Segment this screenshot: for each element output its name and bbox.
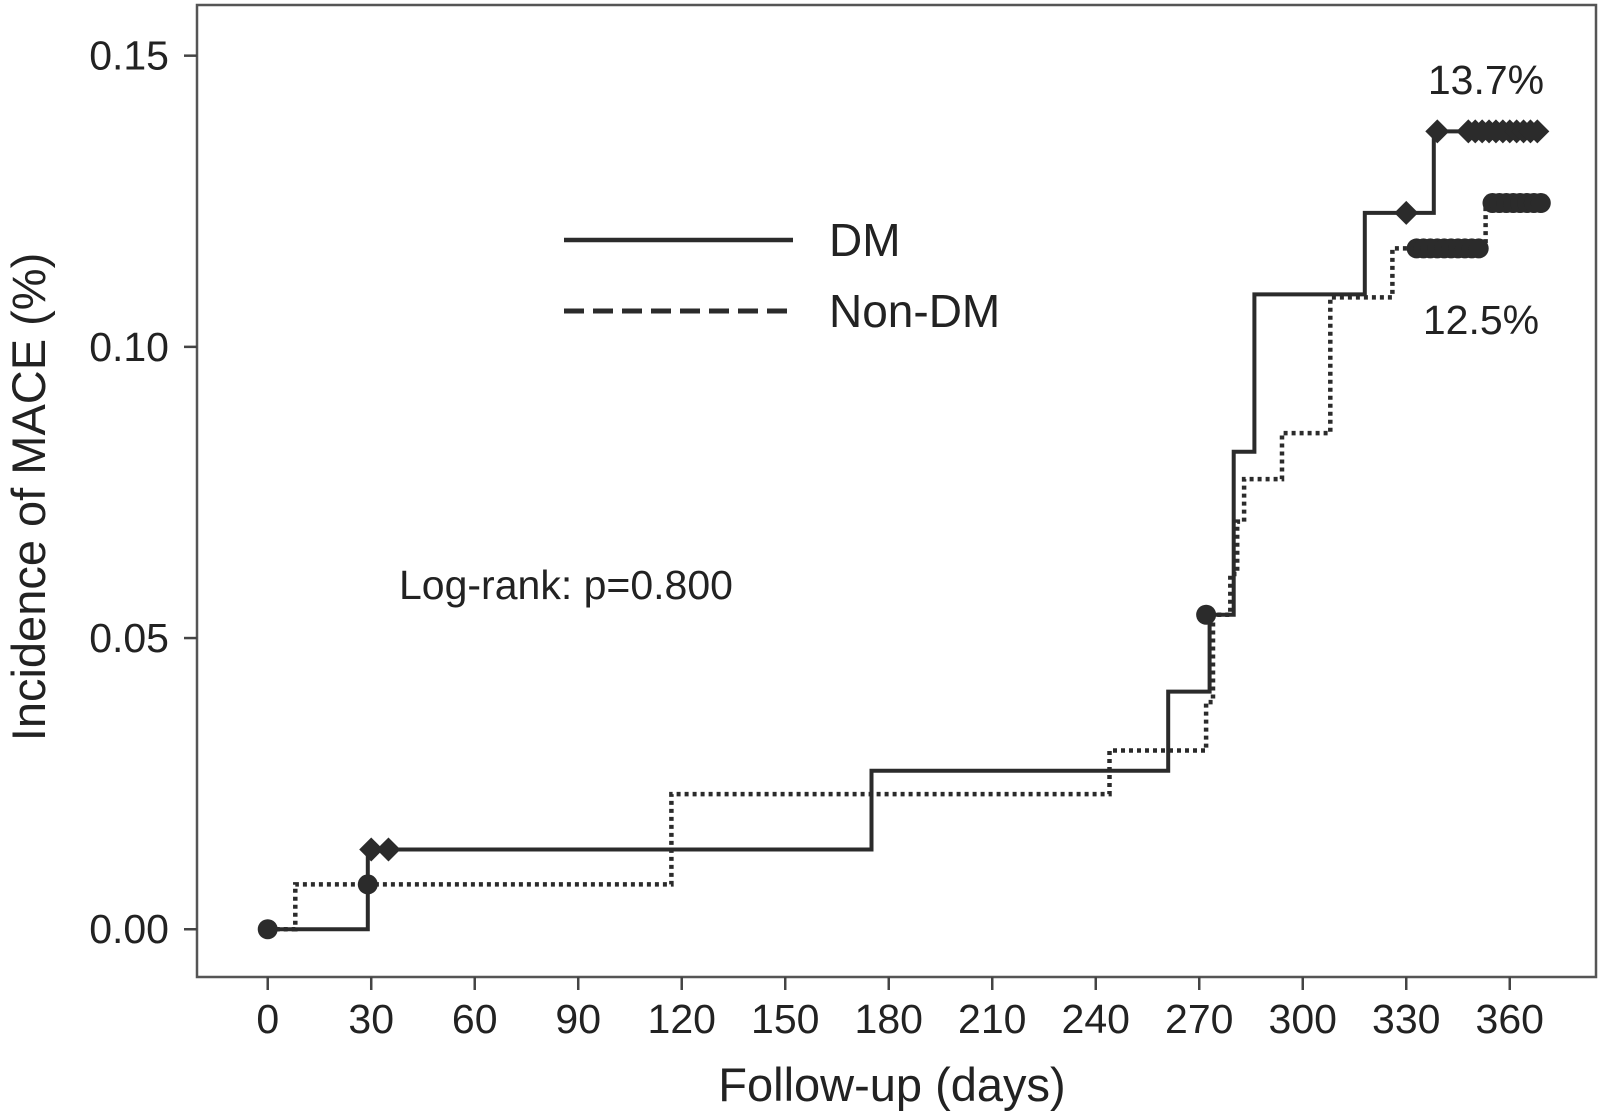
x-tick-label: 270: [1165, 996, 1233, 1042]
x-tick-label: 120: [648, 996, 716, 1042]
x-tick-label: 360: [1476, 996, 1544, 1042]
legend-label-non-dm: Non-DM: [829, 285, 1000, 337]
y-tick-label: 0.15: [89, 33, 169, 79]
x-tick-label: 240: [1062, 996, 1130, 1042]
censor-marker-dm: [1394, 200, 1419, 225]
x-tick-label: 210: [958, 996, 1026, 1042]
x-tick-label: 60: [452, 996, 498, 1042]
x-tick-label: 90: [555, 996, 601, 1042]
censor-marker-non-dm: [357, 874, 378, 895]
censor-marker-dm: [1425, 119, 1450, 144]
y-tick-label: 0.10: [89, 324, 169, 370]
x-tick-label: 30: [348, 996, 394, 1042]
x-tick-label: 180: [855, 996, 923, 1042]
x-tick-label: 330: [1372, 996, 1440, 1042]
series-layer: [267, 129, 1545, 932]
plot-frame: [195, 3, 1598, 979]
legend: DM Non-DM: [564, 214, 1000, 337]
log-rank-annotation: Log-rank: p=0.800: [399, 562, 733, 608]
censor-marker-dm: [1525, 119, 1550, 144]
censor-marker-dm: [359, 837, 384, 862]
x-tick-label: 150: [751, 996, 819, 1042]
y-axis-title: Incidence of MACE (%): [2, 253, 55, 741]
x-axis-title: Follow-up (days): [718, 1058, 1065, 1111]
dm-final-label: 13.7%: [1428, 57, 1544, 103]
censor-marker-non-dm: [1530, 193, 1551, 214]
non-dm-final-label: 12.5%: [1423, 297, 1539, 343]
x-tick-label: 300: [1269, 996, 1337, 1042]
censor-marker-non-dm: [1196, 604, 1217, 625]
y-tick-label: 0.05: [89, 615, 169, 661]
censor-marker-layer: [257, 119, 1551, 940]
censor-marker-non-dm: [1468, 238, 1489, 259]
series-line-non-dm: [267, 200, 1545, 932]
censor-marker-dm: [376, 837, 401, 862]
y-tick-label: 0.00: [89, 906, 169, 952]
series-line-dm: [267, 129, 1541, 932]
x-tick-label: 0: [256, 996, 279, 1042]
x-axis: 0 30 60 90 120 150 180 210 240 270 300 330 360: [256, 977, 1544, 1042]
censor-marker-non-dm: [257, 919, 278, 940]
y-axis: 0.00 0.05 0.10 0.15: [89, 33, 197, 952]
legend-label-dm: DM: [829, 214, 901, 266]
